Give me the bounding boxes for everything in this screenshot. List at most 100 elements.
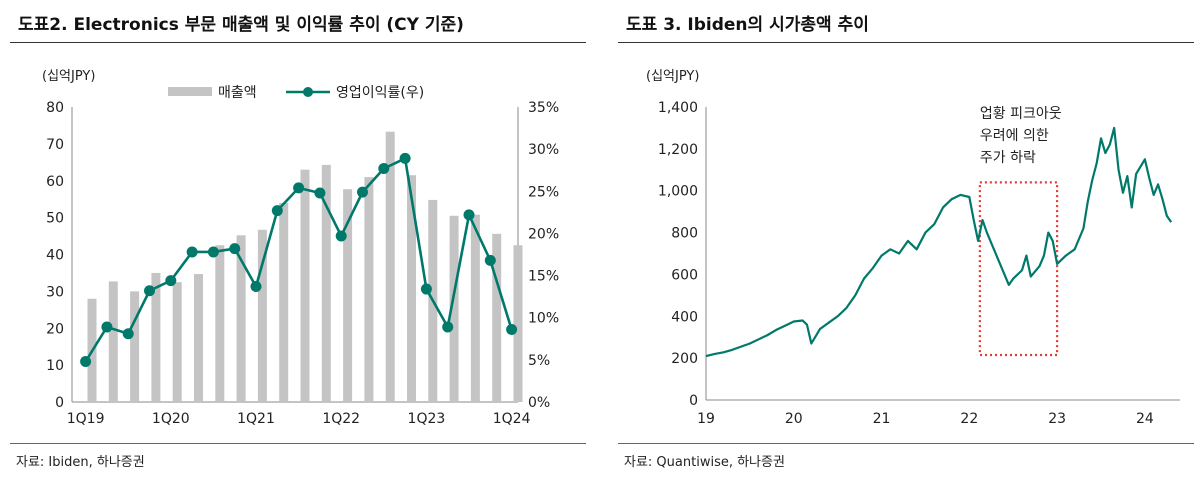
y-tick-label-right: 35% xyxy=(528,100,559,116)
annotation-line: 주가 하락 xyxy=(980,150,1036,166)
data-point xyxy=(165,275,177,287)
bar xyxy=(215,245,225,402)
y-tick-label: 0 xyxy=(689,393,698,409)
footer-rule xyxy=(618,443,1194,444)
bar xyxy=(385,131,395,403)
bar xyxy=(172,282,182,402)
bar xyxy=(130,291,140,402)
bar xyxy=(108,281,118,402)
y-tick-label-right: 5% xyxy=(528,353,550,369)
highlight-box xyxy=(978,181,1059,357)
y-tick-label-right: 0% xyxy=(528,395,550,411)
data-point xyxy=(378,163,390,175)
footer-rule xyxy=(10,443,586,444)
data-point xyxy=(484,254,496,266)
y-tick-label-left: 60 xyxy=(46,174,64,190)
y-tick-label-left: 30 xyxy=(46,284,64,300)
chart-panel-right: 도표 3. Ibiden의 시가총액 추이 (십억JPY) 0 200 400 600 8… xyxy=(608,0,1200,479)
x-tick-label: 24 xyxy=(1136,411,1154,427)
y-tick-label-left: 40 xyxy=(46,248,64,264)
y-tick-label-left: 70 xyxy=(46,137,64,153)
y-tick-label-right: 25% xyxy=(528,184,559,200)
data-point xyxy=(463,209,475,221)
data-point xyxy=(420,283,432,295)
legend-label: 매출액 xyxy=(218,85,257,101)
y-tick-label-left: 0 xyxy=(55,395,64,411)
source-note: 자료: Quantiwise, 하나증권 xyxy=(624,455,785,470)
y-tick-label: 200 xyxy=(671,351,698,367)
y-tick-label-left: 50 xyxy=(46,211,64,227)
data-point xyxy=(442,321,454,333)
y-tick-label: 800 xyxy=(671,226,698,242)
bar xyxy=(449,215,459,402)
bar xyxy=(407,175,416,402)
x-tick-label: 1Q19 xyxy=(67,411,105,427)
bar xyxy=(236,235,246,402)
legend-label: 영업이익률(우) xyxy=(336,85,424,101)
y-tick-label: 1,000 xyxy=(658,184,698,200)
data-point xyxy=(144,285,156,297)
chart-panel-left: 도표2. Electronics 부문 매출액 및 이익률 추이 (CY 기준)… xyxy=(0,0,592,479)
bar xyxy=(492,233,502,402)
x-tick-label: 20 xyxy=(785,411,803,427)
bar xyxy=(279,202,289,402)
data-point xyxy=(399,152,411,164)
y-tick-label-right: 15% xyxy=(528,269,559,285)
x-tick-label: 1Q20 xyxy=(152,411,190,427)
x-tick-label: 1Q24 xyxy=(493,411,531,427)
title-rule xyxy=(10,42,586,43)
data-point xyxy=(506,324,518,336)
title-rule xyxy=(618,42,1194,43)
y-tick-label: 1,200 xyxy=(658,142,698,158)
y-tick-label-left: 20 xyxy=(46,321,64,337)
line-chart: (십억JPY) 0 200 400 600 800 1,000 1,200 1,400 19 20 2… xyxy=(646,69,1180,427)
data-point xyxy=(335,230,347,242)
x-tick-label: 22 xyxy=(960,411,978,427)
x-tick-label: 1Q21 xyxy=(237,411,275,427)
data-point xyxy=(250,281,262,293)
x-tick-label: 23 xyxy=(1048,411,1066,427)
bar xyxy=(151,272,161,402)
data-point xyxy=(271,205,283,217)
series-line xyxy=(705,126,1173,358)
legend-swatch-marker xyxy=(303,87,313,97)
bar xyxy=(470,214,480,402)
bar xyxy=(321,164,331,402)
y-tick-label-left: 10 xyxy=(46,358,64,374)
data-point xyxy=(101,321,113,333)
data-point xyxy=(186,246,198,258)
x-tick-label: 21 xyxy=(873,411,891,427)
y-tick-label-right: 10% xyxy=(528,311,559,327)
y-tick-label-left: 80 xyxy=(46,100,64,116)
chart-title: 도표2. Electronics 부문 매출액 및 이익률 추이 (CY 기준) xyxy=(18,15,464,35)
bar xyxy=(300,169,310,402)
bar xyxy=(194,274,203,402)
data-point xyxy=(229,243,241,255)
unit-label: (십억JPY) xyxy=(42,69,95,84)
y-tick-label-right: 30% xyxy=(528,142,559,158)
y-tick-label: 1,400 xyxy=(658,100,698,116)
data-point xyxy=(207,246,219,258)
y-tick-label: 600 xyxy=(671,267,698,283)
bar-line-chart: (십억JPY) 0 10 20 30 40 50 60 70 80 0% 5% 10% 15% 20% 25%… xyxy=(42,69,559,427)
bar xyxy=(364,177,374,402)
unit-label: (십억JPY) xyxy=(646,69,699,84)
x-tick-label: 19 xyxy=(697,411,715,427)
data-point xyxy=(80,356,92,368)
bar xyxy=(513,245,523,402)
data-point xyxy=(293,182,305,194)
data-point xyxy=(122,328,134,340)
legend-swatch-bar xyxy=(168,87,212,96)
bar xyxy=(343,189,353,402)
x-tick-label: 1Q23 xyxy=(408,411,446,427)
annotation-line: 우려에 의한 xyxy=(980,128,1049,144)
data-point xyxy=(314,187,326,199)
bar xyxy=(257,229,267,402)
x-tick-label: 1Q22 xyxy=(322,411,360,427)
source-note: 자료: Ibiden, 하나증권 xyxy=(16,455,145,470)
chart-title: 도표 3. Ibiden의 시가총액 추이 xyxy=(626,15,869,35)
annotation-line: 업황 피크아웃 xyxy=(980,106,1062,122)
data-point xyxy=(357,186,369,198)
y-tick-label: 400 xyxy=(671,309,698,325)
